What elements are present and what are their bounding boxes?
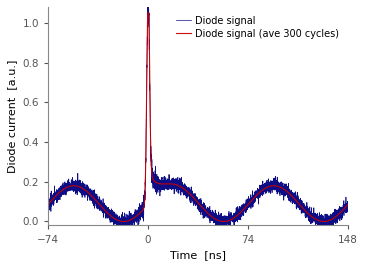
Line: Diode signal: Diode signal <box>48 0 348 232</box>
Diode signal <box>226 216 230 219</box>
Diode signal (ave 300 cycles) <box>46 203 50 206</box>
Diode signal (ave 300 cycles) <box>146 11 150 14</box>
Diode signal <box>241 204 246 207</box>
Diode signal (ave 300 cycles) <box>346 203 350 206</box>
Diode signal <box>346 207 350 211</box>
X-axis label: Time  [ns]: Time [ns] <box>170 250 226 260</box>
Diode signal (ave 300 cycles) <box>100 206 105 210</box>
Line: Diode signal (ave 300 cycles): Diode signal (ave 300 cycles) <box>48 13 348 222</box>
Diode signal <box>46 204 50 207</box>
Diode signal (ave 300 cycles) <box>241 208 246 211</box>
Diode signal <box>161 185 165 188</box>
Y-axis label: Diode current  [a.u.]: Diode current [a.u.] <box>7 60 17 173</box>
Diode signal <box>119 230 124 233</box>
Diode signal (ave 300 cycles) <box>161 182 165 186</box>
Diode signal (ave 300 cycles) <box>270 184 274 187</box>
Diode signal <box>270 191 274 194</box>
Diode signal <box>100 207 105 211</box>
Diode signal (ave 300 cycles) <box>226 219 230 222</box>
Diode signal <box>293 202 297 205</box>
Diode signal (ave 300 cycles) <box>293 198 297 201</box>
Diode signal (ave 300 cycles) <box>122 220 126 223</box>
Legend: Diode signal, Diode signal (ave 300 cycles): Diode signal, Diode signal (ave 300 cycl… <box>172 12 343 42</box>
